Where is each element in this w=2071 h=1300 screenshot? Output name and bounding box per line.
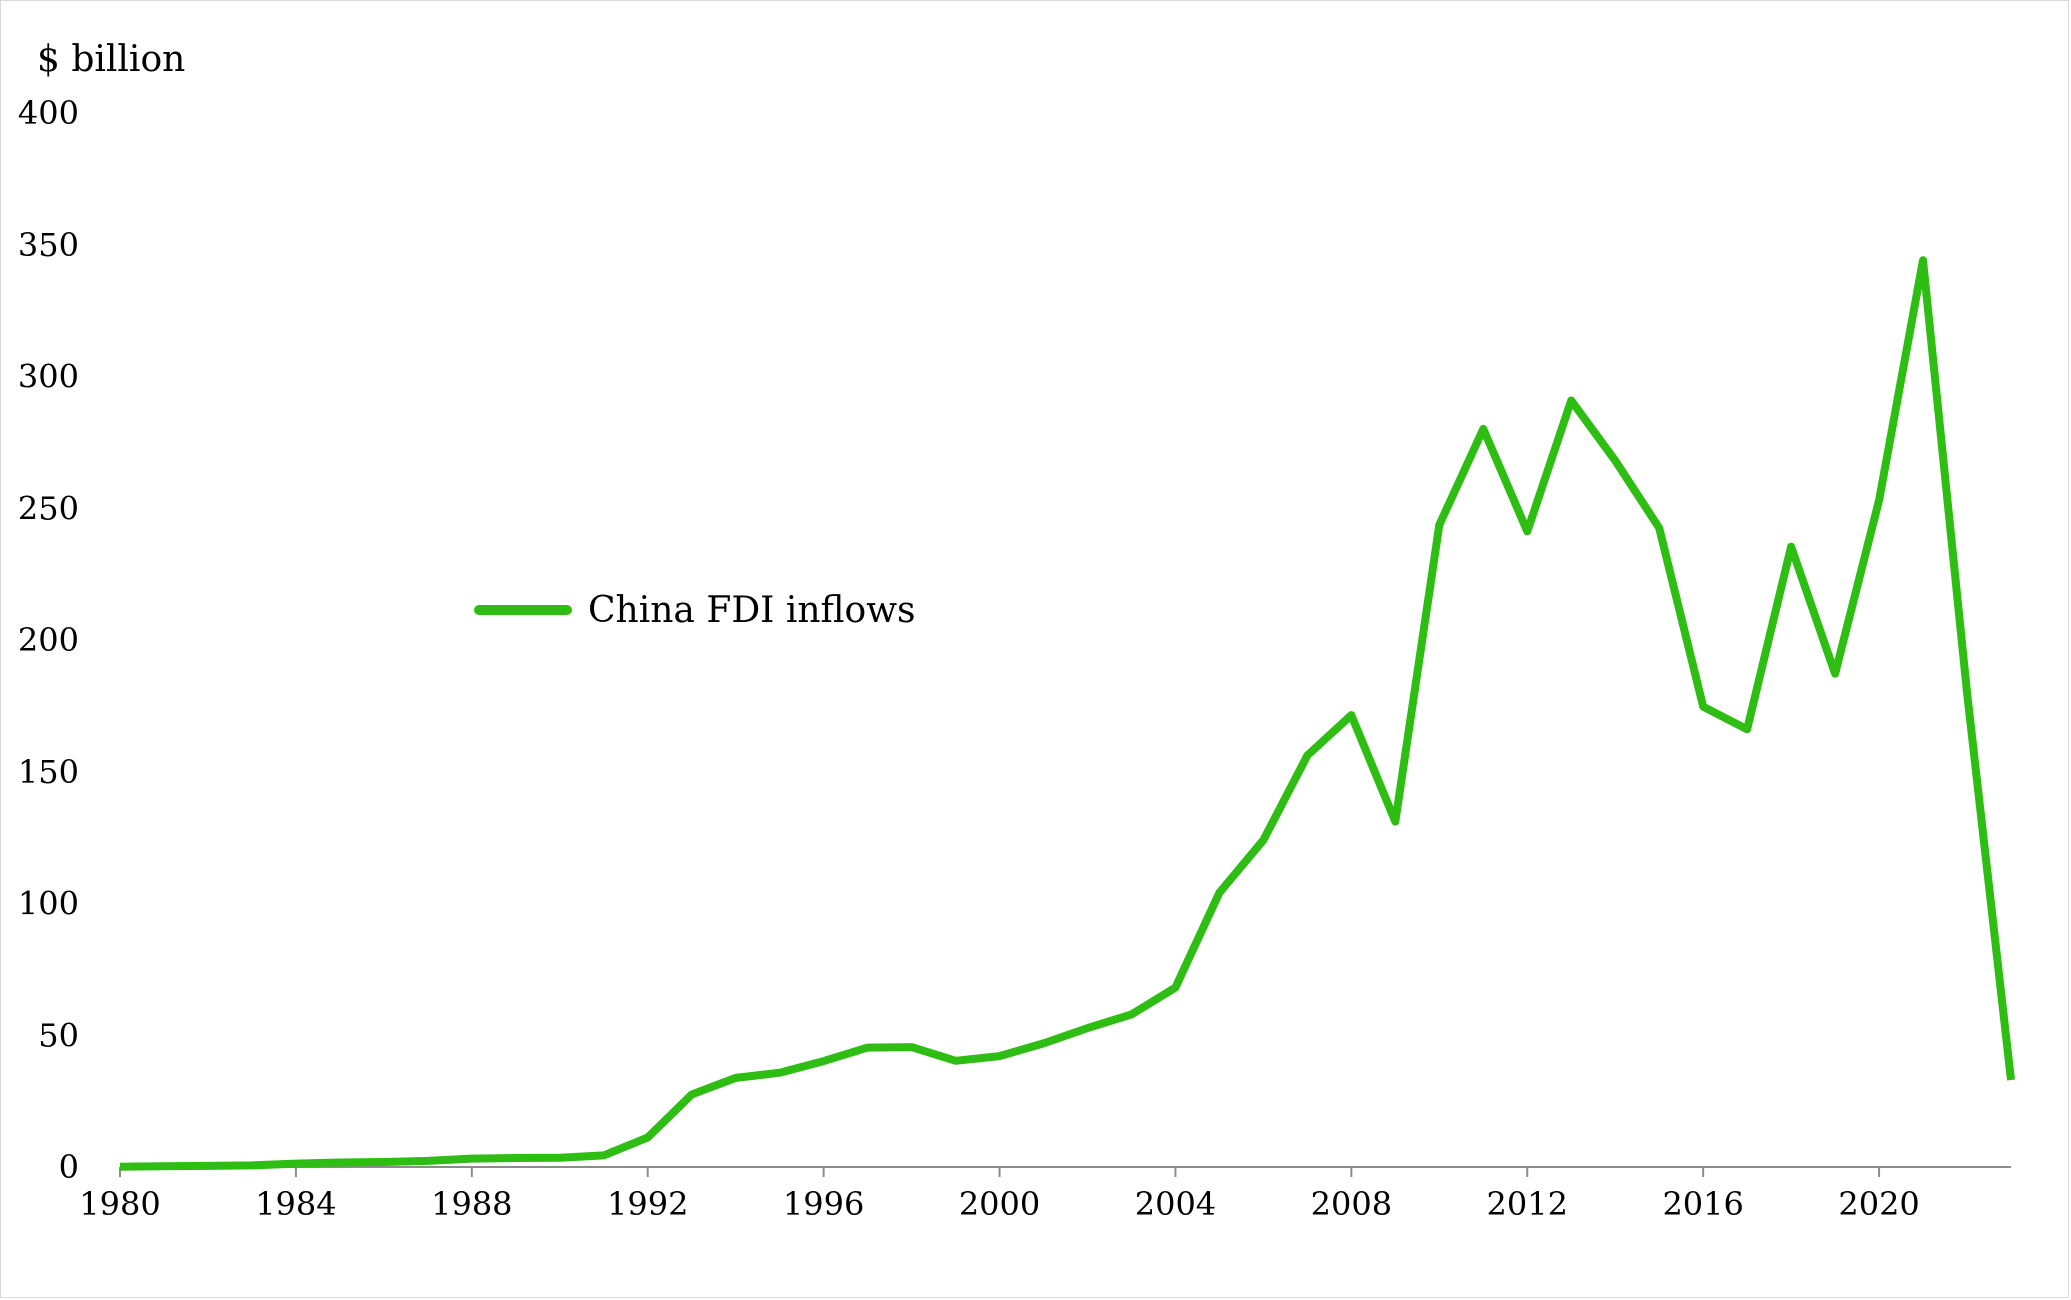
y-tick-label-300: 300 [18,358,79,396]
y-tick-label-50: 50 [38,1016,79,1054]
y-tick-label-400: 400 [18,94,79,132]
series-group [119,256,2015,1171]
x-tick-label-1980: 1980 [79,1185,160,1223]
x-tick-label-2020: 2020 [1838,1185,1919,1223]
x-tick-label-1996: 1996 [783,1185,864,1223]
y-tick-label-200: 200 [18,621,79,659]
y-tick-label-150: 150 [18,753,79,791]
y-tick-label-350: 350 [18,226,79,264]
y-tick-label-0: 0 [59,1148,79,1186]
y-tick-label-250: 250 [18,489,79,527]
x-tick-label-2008: 2008 [1311,1185,1392,1223]
y-tick-label-100: 100 [18,885,79,923]
y-axis-tick-labels: 0 50 100 150 200 250 300 350 400 [18,94,79,1186]
legend: China FDI inflows [474,590,916,631]
x-tick-label-1992: 1992 [607,1185,688,1223]
y-axis-unit-label: $ billion [37,39,185,80]
legend-label-china-fdi-inflows: China FDI inflows [588,590,916,631]
x-tick-label-2000: 2000 [959,1185,1040,1223]
x-tick-label-1984: 1984 [255,1185,336,1223]
x-tick-label-2016: 2016 [1662,1185,1743,1223]
x-tick-label-2012: 2012 [1487,1185,1568,1223]
x-tick-label-1988: 1988 [431,1185,512,1223]
x-tick-label-2004: 2004 [1135,1185,1216,1223]
series-line-china-fdi-inflows [119,256,2015,1171]
x-axis: 1980 1984 1988 1992 1996 2000 2004 2008 2012 2016… [79,1166,2011,1223]
